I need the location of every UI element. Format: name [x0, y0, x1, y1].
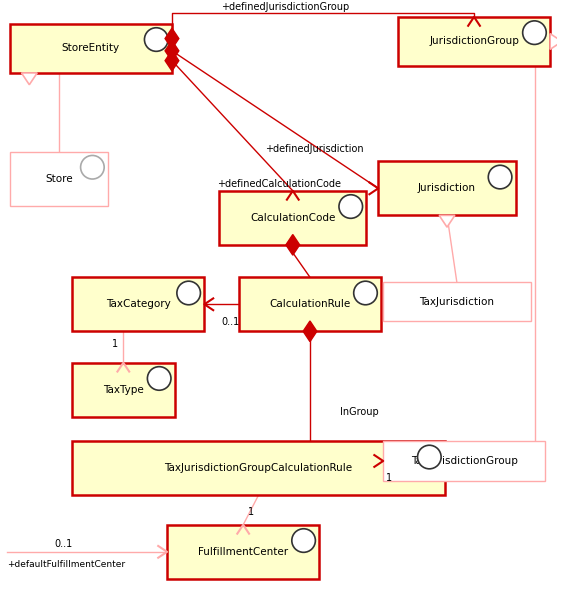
- Text: 0..1: 0..1: [54, 539, 72, 549]
- Polygon shape: [550, 34, 562, 49]
- Text: TaxJurisdictionGroupCalculationRule: TaxJurisdictionGroupCalculationRule: [164, 463, 352, 473]
- Text: FulfillmentCenter: FulfillmentCenter: [198, 547, 288, 557]
- Circle shape: [177, 281, 201, 305]
- Polygon shape: [286, 235, 300, 255]
- Bar: [72, 441, 445, 495]
- Text: TaxJurisdiction: TaxJurisdiction: [419, 297, 495, 307]
- Text: 1: 1: [386, 473, 392, 483]
- Text: 1: 1: [248, 507, 254, 517]
- Text: 0..1: 0..1: [221, 317, 239, 327]
- Circle shape: [147, 366, 171, 390]
- Bar: [219, 191, 366, 245]
- Circle shape: [80, 156, 104, 179]
- Polygon shape: [165, 40, 179, 61]
- Text: CalculationCode: CalculationCode: [250, 213, 336, 223]
- Text: TaxCategory: TaxCategory: [106, 299, 170, 309]
- Text: TaxType: TaxType: [103, 385, 144, 395]
- Circle shape: [144, 28, 168, 51]
- Polygon shape: [165, 29, 179, 49]
- Text: InGroup: InGroup: [339, 407, 378, 417]
- Text: Store: Store: [45, 173, 73, 184]
- Text: 1: 1: [112, 339, 119, 349]
- Bar: [398, 17, 550, 66]
- Bar: [72, 363, 175, 417]
- Circle shape: [292, 529, 315, 552]
- Bar: [239, 277, 381, 331]
- Polygon shape: [303, 321, 317, 342]
- Circle shape: [339, 195, 362, 219]
- Text: +definedJurisdiction: +definedJurisdiction: [265, 144, 364, 154]
- Bar: [72, 277, 205, 331]
- Polygon shape: [165, 50, 179, 71]
- Bar: [383, 282, 531, 321]
- Text: JurisdictionGroup: JurisdictionGroup: [429, 36, 519, 46]
- Text: +defaultFulfillmentCenter: +defaultFulfillmentCenter: [7, 560, 125, 568]
- Circle shape: [523, 21, 546, 45]
- Circle shape: [418, 446, 441, 469]
- Text: StoreEntity: StoreEntity: [62, 43, 120, 53]
- Bar: [383, 441, 545, 481]
- Bar: [10, 24, 172, 73]
- Polygon shape: [439, 216, 455, 227]
- Text: +definedJurisdictionGroup: +definedJurisdictionGroup: [221, 2, 350, 12]
- Text: TaxJurisdictionGroup: TaxJurisdictionGroup: [411, 456, 518, 466]
- Circle shape: [488, 165, 512, 189]
- Text: CalculationRule: CalculationRule: [269, 299, 351, 309]
- Polygon shape: [21, 73, 37, 85]
- Bar: [10, 151, 108, 206]
- Bar: [167, 525, 319, 579]
- Bar: [378, 162, 516, 216]
- Text: Jurisdiction: Jurisdiction: [418, 184, 476, 194]
- Circle shape: [353, 281, 377, 305]
- Text: +definedCalculationCode: +definedCalculationCode: [217, 179, 341, 189]
